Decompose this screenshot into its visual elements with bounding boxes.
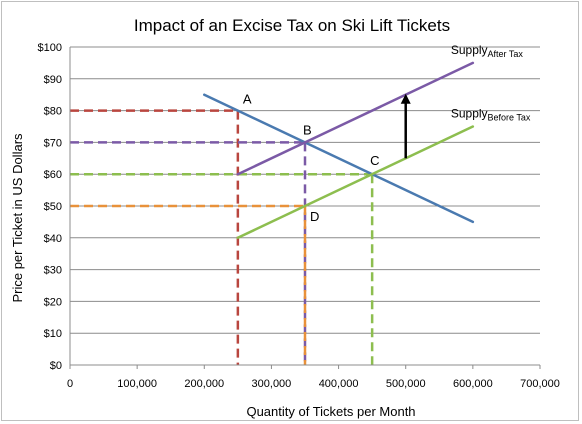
x-tick-label-3: 300,000 <box>252 378 292 390</box>
point-label-c: C <box>370 153 379 168</box>
x-tick-label-5: 500,000 <box>386 378 426 390</box>
y-tick-label-5: $50 <box>44 201 62 213</box>
x-tick-label-0: 0 <box>67 378 73 390</box>
x-tick-label-4: 400,000 <box>319 378 359 390</box>
point-label-a: A <box>243 92 252 107</box>
reference-lines <box>70 109 374 365</box>
y-tick-label-4: $40 <box>44 233 62 245</box>
x-tick-label-7: 700,000 <box>520 378 560 390</box>
chart-labels: A B C D SupplyAfter Tax SupplyBefore Tax <box>243 43 531 224</box>
series-label-supply_after: SupplyAfter Tax <box>451 43 524 59</box>
y-tick-label-3: $30 <box>44 265 62 277</box>
x-tick-label-1: 100,000 <box>117 378 157 390</box>
x-tick-label-2: 200,000 <box>184 378 224 390</box>
y-axis-title: Price per Ticket in US Dollars <box>10 133 25 303</box>
y-tick-label-8: $80 <box>44 106 62 118</box>
point-label-b: B <box>303 122 312 137</box>
y-tick-label-1: $10 <box>44 328 62 340</box>
y-tick-label-10: $100 <box>38 42 62 54</box>
series-lines <box>203 61 475 240</box>
tax-arrow-head <box>400 93 411 104</box>
x-axis-title: Quantity of Tickets per Month <box>246 404 415 419</box>
axes: $0 $10 $20 $30 $40 $50 $60 $70 $80 $90 $100 0 100,00… <box>38 42 560 390</box>
series-line-supply_after <box>236 61 475 176</box>
series-line-demand <box>203 93 475 224</box>
x-tick-label-6: 600,000 <box>453 378 493 390</box>
y-tick-label-2: $20 <box>44 296 62 308</box>
y-tick-label-9: $90 <box>44 74 62 86</box>
y-tick-label-0: $0 <box>50 360 62 372</box>
y-tick-label-6: $60 <box>44 169 62 181</box>
series-label-supply_before: SupplyBefore Tax <box>451 107 531 123</box>
point-label-d: D <box>310 209 319 224</box>
y-tick-label-7: $70 <box>44 137 62 149</box>
series-line-supply_before <box>236 125 475 240</box>
chart-title: Impact of an Excise Tax on Ski Lift Tick… <box>134 16 450 35</box>
